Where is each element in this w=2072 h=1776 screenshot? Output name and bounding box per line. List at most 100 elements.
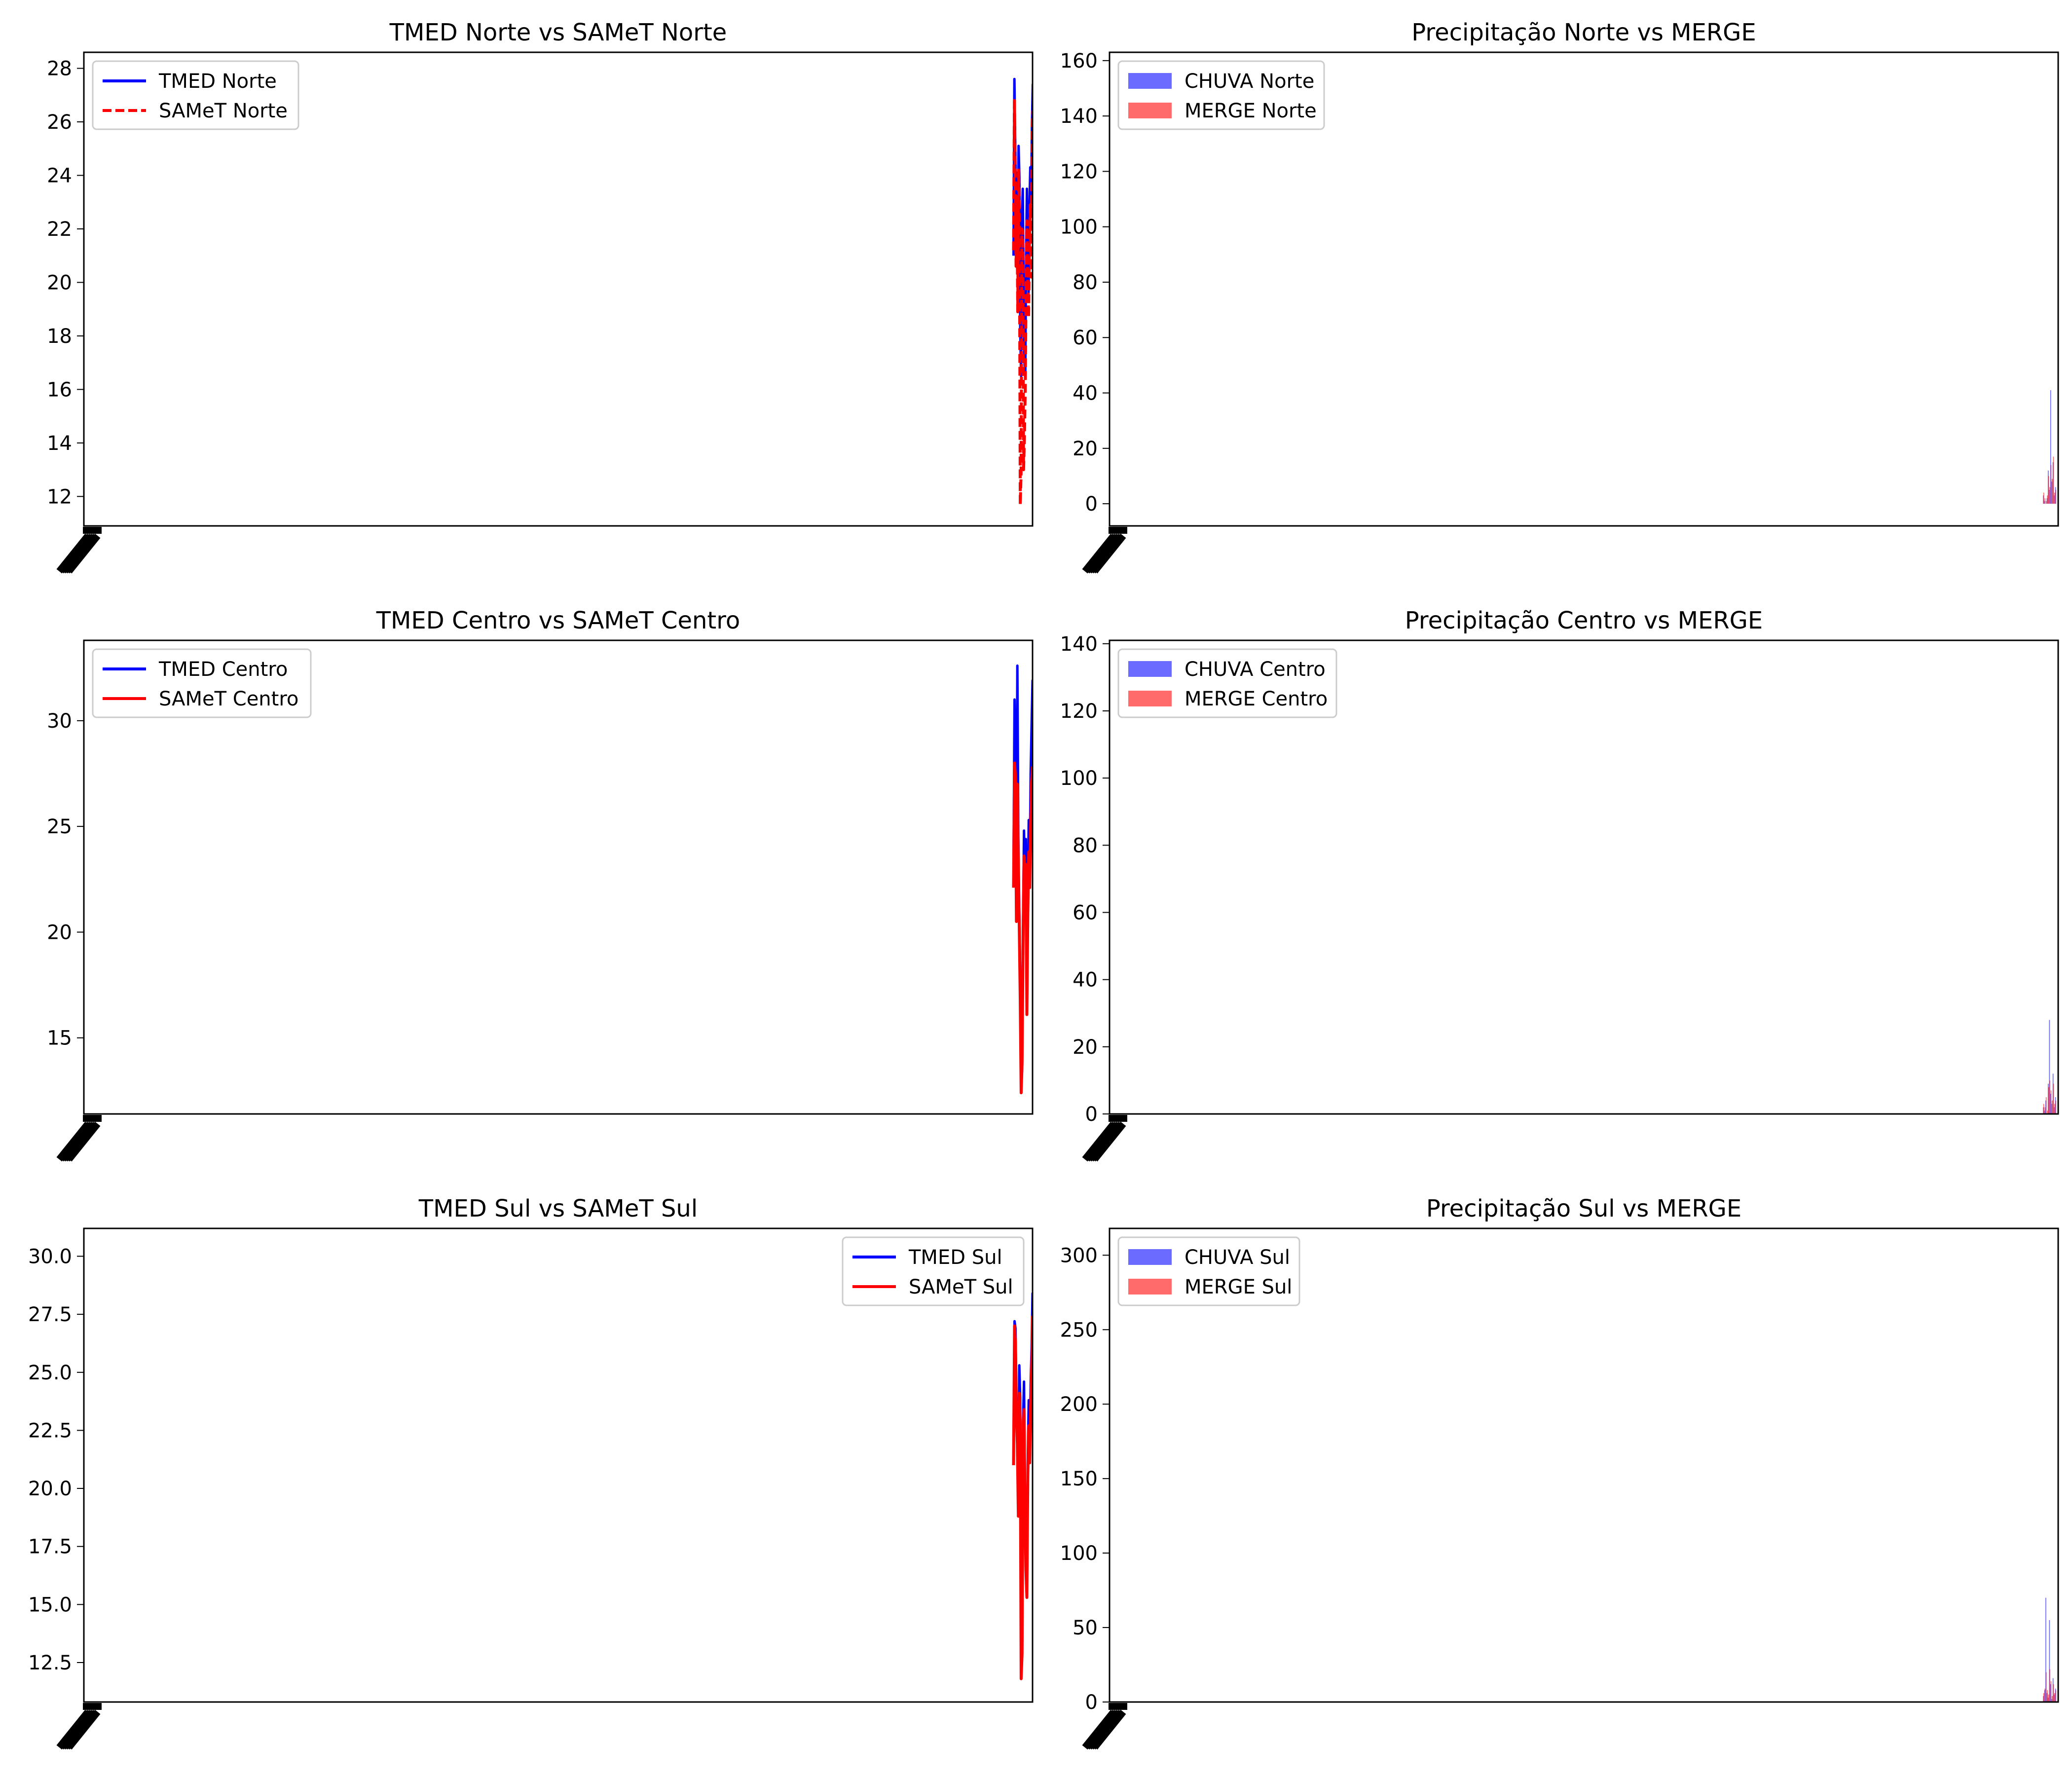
subplot-title: Precipitação Centro vs MERGE xyxy=(1405,607,1763,634)
y-tick-label: 40 xyxy=(1073,969,1098,992)
y-tick-label: 14 xyxy=(47,432,72,455)
series-line-2 xyxy=(1012,1315,1033,1680)
legend-swatch xyxy=(1128,103,1172,118)
y-tick-label: 160 xyxy=(1060,50,1098,73)
x-tick-label xyxy=(1082,533,1116,574)
bar xyxy=(2052,1100,2053,1114)
x-tick-marks xyxy=(83,527,102,534)
legend-label: CHUVA Centro xyxy=(1184,658,1326,681)
legend-swatch xyxy=(1128,1279,1172,1295)
legend: TMED Sul SAMeT Sul xyxy=(842,1236,1025,1306)
subplot-title: TMED Norte vs SAMeT Norte xyxy=(389,19,727,46)
y-tick-label: 24 xyxy=(47,164,72,187)
bar xyxy=(2052,1696,2053,1702)
x-tick-marks xyxy=(83,1703,102,1710)
bar xyxy=(2045,1097,2047,1114)
bar xyxy=(2050,390,2051,504)
bar xyxy=(2045,501,2047,504)
bar xyxy=(2053,456,2054,504)
y-tick-label: 0 xyxy=(1085,1103,1098,1126)
legend-label: SAMeT Centro xyxy=(159,688,298,710)
plot-area xyxy=(2043,1597,2057,1702)
bar xyxy=(2055,1690,2057,1702)
y-tick-label: 100 xyxy=(1060,1542,1098,1565)
bar xyxy=(2050,1090,2052,1114)
bar xyxy=(2043,492,2044,504)
legend-label: CHUVA Sul xyxy=(1184,1246,1290,1269)
bar xyxy=(2054,1693,2055,1702)
y-tick-label: 150 xyxy=(1060,1468,1098,1490)
legend-box xyxy=(842,1236,1025,1306)
plot-area xyxy=(2043,390,2057,504)
subplot-5: TMED Sul vs SAMeT Sul 12.5 15.0 17.5 20.0 22.… xyxy=(28,1195,1034,1750)
subplot-6: Precipitação Sul vs MERGE 0 50 100 150 200 250… xyxy=(1060,1195,2059,1750)
legend: CHUVA Sul MERGE Sul xyxy=(1117,1236,1300,1306)
y-tick-label: 200 xyxy=(1060,1393,1098,1416)
y-tick-label: 80 xyxy=(1073,271,1098,294)
subplot-4: Precipitação Centro vs MERGE 0 20 40 60 80 100… xyxy=(1060,607,2059,1162)
legend: TMED Centro SAMeT Centro xyxy=(92,648,312,718)
y-tick-label: 60 xyxy=(1073,327,1098,349)
axes-frame xyxy=(83,1227,1034,1703)
y-tick-label: 0 xyxy=(1085,1691,1098,1714)
y-tick-label: 0 xyxy=(1085,493,1098,516)
bar xyxy=(2049,1080,2050,1114)
y-tick-label: 12.5 xyxy=(28,1652,72,1674)
y-tick-label: 26 xyxy=(47,111,72,134)
y-tick-label: 120 xyxy=(1060,700,1098,723)
subplot-1: TMED Norte vs SAMeT Norte 12 14 16 18 20 22 24 2… xyxy=(47,19,1034,574)
y-tick-label: 30 xyxy=(47,710,72,733)
bar xyxy=(2049,487,2050,504)
y-tick-label: 25.0 xyxy=(28,1362,72,1384)
legend-box xyxy=(92,60,299,130)
legend-label: TMED Sul xyxy=(908,1246,1002,1269)
x-tick-marks xyxy=(1109,1115,1127,1122)
bar xyxy=(2049,1020,2050,1114)
bar xyxy=(2055,1100,2057,1114)
bar xyxy=(2054,492,2055,504)
legend-label: TMED Centro xyxy=(158,658,288,681)
y-tick-label: 25 xyxy=(47,815,72,838)
y-tick-label: 120 xyxy=(1060,160,1098,183)
x-tick-label xyxy=(56,533,91,574)
legend: CHUVA Norte MERGE Norte xyxy=(1117,60,1325,130)
bar xyxy=(2050,1681,2052,1702)
y-tick-label: 300 xyxy=(1060,1244,1098,1267)
x-tick-label xyxy=(1082,1121,1116,1162)
legend: CHUVA Centro MERGE Centro xyxy=(1117,648,1337,718)
legend-swatch xyxy=(1128,691,1172,706)
plot-area xyxy=(1012,664,1033,1095)
legend-label: TMED Norte xyxy=(158,70,277,93)
y-tick-label: 250 xyxy=(1060,1319,1098,1341)
y-tick-label: 50 xyxy=(1073,1617,1098,1639)
bar xyxy=(2047,1110,2048,1114)
subplot-title: TMED Sul vs SAMeT Sul xyxy=(418,1195,698,1222)
legend-label: SAMeT Norte xyxy=(159,100,288,122)
y-tick-label: 27.5 xyxy=(28,1303,72,1326)
y-tick-label: 15 xyxy=(47,1027,72,1050)
subplot-title: Precipitação Sul vs MERGE xyxy=(1426,1195,1741,1222)
bar xyxy=(2055,490,2057,504)
legend-label: MERGE Norte xyxy=(1184,100,1317,122)
subplot-title: Precipitação Norte vs MERGE xyxy=(1411,19,1756,46)
y-tick-label: 100 xyxy=(1060,216,1098,239)
x-tick-marks xyxy=(83,1115,102,1122)
bar xyxy=(2053,1684,2054,1702)
subplot-3: TMED Centro vs SAMeT Centro 15 20 25 30 TMED … xyxy=(47,607,1034,1162)
y-tick-label: 140 xyxy=(1060,633,1098,656)
y-tick-label: 20 xyxy=(1073,1036,1098,1059)
y-tick-label: 16 xyxy=(47,378,72,401)
bar xyxy=(2047,495,2048,504)
legend-swatch xyxy=(1128,661,1172,677)
bar xyxy=(2054,1104,2055,1114)
legend-label: CHUVA Norte xyxy=(1184,70,1314,93)
bar xyxy=(2048,1694,2049,1702)
bar xyxy=(2050,465,2052,504)
bar xyxy=(2043,1693,2044,1702)
legend-box xyxy=(1117,648,1337,718)
y-tick-label: 100 xyxy=(1060,767,1098,790)
legend-box xyxy=(92,648,312,718)
bar xyxy=(2047,1690,2048,1702)
y-tick-label: 20 xyxy=(47,921,72,944)
